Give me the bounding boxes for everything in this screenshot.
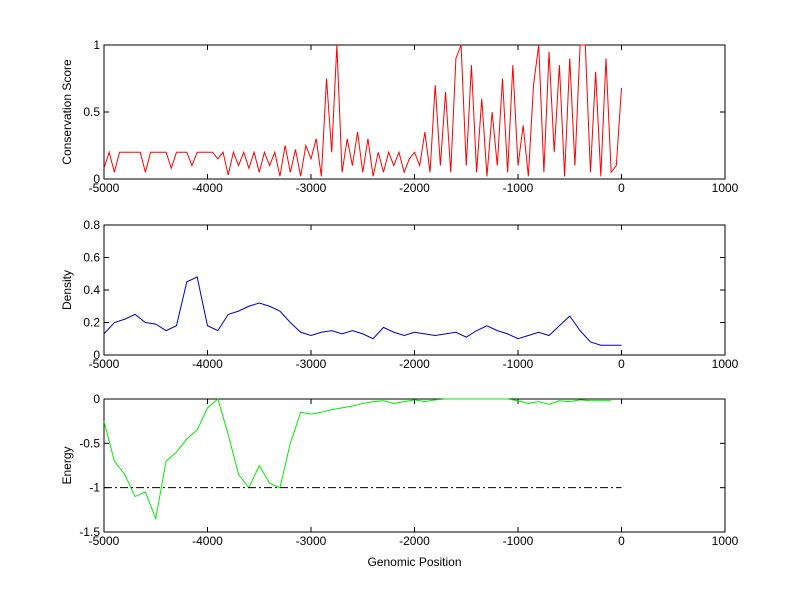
- x-tick-label: -2000: [399, 534, 430, 548]
- y-tick-label: 0.5: [83, 105, 100, 119]
- x-tick-label: -1000: [503, 357, 534, 371]
- y-axis-label: Density: [60, 270, 74, 310]
- data-line: [103, 44, 622, 177]
- x-tick-label: -5000: [89, 357, 120, 371]
- x-tick-label: -5000: [89, 181, 120, 195]
- axes-box: [103, 398, 726, 533]
- y-tick-label: 0: [93, 392, 100, 406]
- x-tick-label: -3000: [296, 181, 327, 195]
- x-tick-label: 1000: [712, 357, 739, 371]
- y-axis-label: Energy: [60, 446, 74, 484]
- data-line: [103, 276, 622, 346]
- y-tick-label: -1: [89, 481, 100, 495]
- x-tick-label: 1000: [712, 534, 739, 548]
- y-tick-label: 0.2: [83, 316, 100, 330]
- y-tick-label: 1: [93, 38, 100, 52]
- y-tick-label: 0.6: [83, 251, 100, 265]
- y-tick-label: 0.8: [83, 218, 100, 232]
- x-tick-label: -2000: [399, 357, 430, 371]
- x-tick-label: 1000: [712, 181, 739, 195]
- data-line: [103, 398, 612, 521]
- x-tick-label: -4000: [192, 357, 223, 371]
- x-tick-label: 0: [618, 534, 625, 548]
- y-tick-label: -0.5: [79, 436, 100, 450]
- y-axis-label: Conservation Score: [60, 59, 74, 165]
- y-tick-label: -1.5: [79, 525, 100, 539]
- y-tick-label: 0: [93, 348, 100, 362]
- axes-box: [103, 44, 726, 180]
- x-tick-label: -4000: [192, 534, 223, 548]
- x-tick-label: -3000: [296, 357, 327, 371]
- x-tick-label: -1000: [503, 534, 534, 548]
- y-tick-label: 0.4: [83, 283, 100, 297]
- x-tick-label: -4000: [192, 181, 223, 195]
- x-tick-label: -5000: [89, 534, 120, 548]
- x-axis-label: Genomic Position: [367, 555, 461, 569]
- x-tick-label: 0: [618, 181, 625, 195]
- y-tick-label: 0: [93, 172, 100, 186]
- x-tick-label: -1000: [503, 181, 534, 195]
- x-tick-label: -2000: [399, 181, 430, 195]
- axes-box: [103, 224, 726, 356]
- x-tick-label: 0: [618, 357, 625, 371]
- x-tick-label: -3000: [296, 534, 327, 548]
